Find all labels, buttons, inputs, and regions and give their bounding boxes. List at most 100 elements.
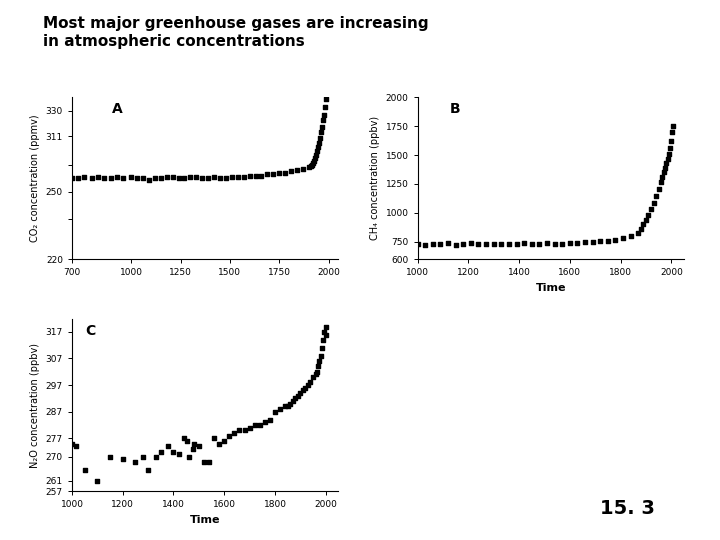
Point [284,400,296,408]
Point [541,239,553,247]
Point [320,322,331,331]
Point [488,240,500,248]
Point [287,397,299,406]
Point [658,168,670,177]
Point [323,66,334,75]
Point [665,144,676,152]
Point [302,381,314,389]
Point [638,220,649,229]
Point [480,240,492,248]
Point [308,156,320,165]
Text: 15. 3: 15. 3 [600,500,655,518]
Point [297,386,309,395]
Point [244,423,256,432]
Point [663,150,675,158]
Point [473,239,485,248]
Point [161,172,173,181]
Point [610,235,621,244]
Point [465,239,477,247]
Point [321,85,333,93]
Point [305,378,316,387]
Point [202,174,214,183]
Point [70,442,81,450]
Point [595,237,606,246]
Point [322,75,333,84]
Point [316,343,328,352]
Point [285,167,297,176]
Point [79,466,91,475]
Y-axis label: CO₂ concentration (ppmv): CO₂ concentration (ppmv) [30,114,40,242]
Point [197,174,208,183]
Point [86,174,97,183]
Point [557,239,568,248]
Point [312,362,324,371]
Point [313,139,325,147]
X-axis label: Time: Time [536,283,566,293]
Point [315,128,326,137]
Point [412,240,423,248]
Point [316,123,328,131]
Point [193,442,204,450]
Point [643,211,654,220]
Point [106,174,117,183]
Point [143,466,154,475]
Point [261,170,273,178]
Point [324,56,336,65]
Point [188,439,199,448]
Point [289,394,301,403]
Point [186,444,198,453]
Point [306,160,318,169]
Point [215,174,226,183]
Point [309,153,320,162]
Point [320,94,331,103]
Point [635,225,647,233]
Point [310,370,321,379]
Point [318,335,329,344]
Point [72,174,84,183]
Point [244,171,256,180]
Point [645,205,657,214]
Point [518,239,530,247]
Point [238,172,249,181]
Point [203,458,215,467]
Point [138,453,149,461]
Point [155,447,166,456]
Point [633,228,644,237]
Point [218,436,230,445]
Point [640,215,652,224]
Point [91,476,103,485]
Point [319,328,330,336]
Point [320,330,332,339]
Point [167,172,179,181]
Point [173,450,184,458]
Point [311,367,323,376]
Point [420,241,431,249]
Point [183,453,194,461]
Point [442,239,454,247]
Point [138,174,149,183]
Point [315,352,326,360]
Point [178,434,189,443]
Point [239,426,251,435]
Point [254,421,266,429]
Point [173,174,184,183]
Point [319,102,330,111]
Point [307,159,318,167]
Point [314,133,325,142]
Point [572,239,583,247]
Point [667,122,678,131]
Point [92,172,104,181]
Point [450,241,462,249]
Point [117,174,129,183]
Point [650,191,662,200]
Point [587,238,598,246]
Point [66,439,78,448]
Point [312,143,323,151]
Point [184,172,196,181]
Point [198,458,210,467]
Point [234,426,246,435]
Point [282,402,294,410]
Point [208,172,220,181]
Point [294,389,306,397]
Point [179,174,190,183]
